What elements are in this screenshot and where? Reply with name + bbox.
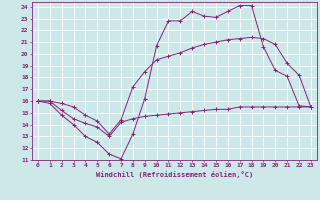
X-axis label: Windchill (Refroidissement éolien,°C): Windchill (Refroidissement éolien,°C) <box>96 171 253 178</box>
